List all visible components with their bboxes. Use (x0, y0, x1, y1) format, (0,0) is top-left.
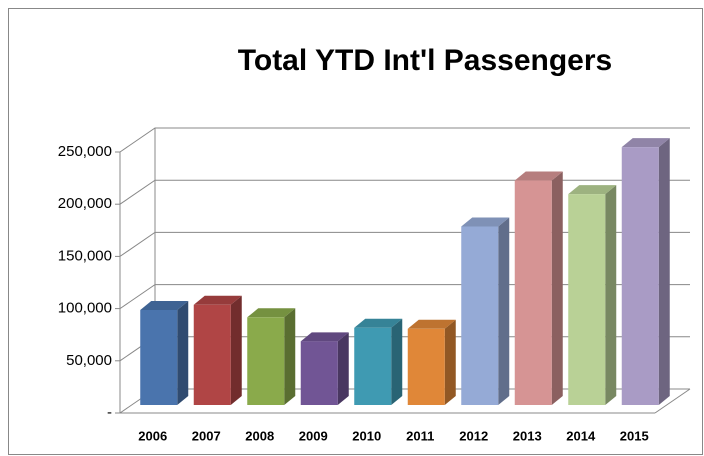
x-tick-label: 2010 (352, 428, 381, 443)
bar (514, 180, 552, 405)
bar-top (300, 332, 349, 342)
grid-line (119, 231, 690, 257)
x-tick-label: 2007 (192, 428, 221, 443)
bar (247, 317, 285, 405)
y-tick-label: 250,000 (58, 143, 112, 160)
bar-side (444, 319, 456, 405)
grid-line (119, 127, 690, 153)
x-tick-label: 2011 (406, 428, 434, 443)
bar (193, 304, 231, 405)
bar-top (461, 217, 510, 227)
bar (300, 341, 338, 405)
x-tick-label: 2009 (299, 428, 328, 443)
grid-line (119, 284, 690, 310)
y-tick-label: 150,000 (58, 247, 112, 264)
bar-top (193, 295, 242, 305)
bar-side (177, 300, 189, 405)
bar-top (247, 308, 296, 318)
bar (354, 327, 392, 405)
bar-side (284, 308, 296, 405)
bar (621, 147, 659, 405)
bar-side (337, 332, 349, 405)
bar-side (551, 171, 563, 405)
y-tick-label: 50,000 (66, 352, 112, 369)
x-tick-label: 2006 (138, 428, 167, 443)
bar (140, 309, 178, 405)
y-tick-label: 200,000 (58, 195, 112, 212)
bar-top (354, 318, 403, 328)
y-tick-label: - (107, 404, 112, 421)
floor-right (654, 388, 691, 414)
bar-side (230, 295, 242, 405)
bar-side (658, 138, 670, 405)
bar-top (568, 185, 617, 195)
x-tick-label: 2008 (245, 428, 274, 443)
chart-title: Total YTD Int'l Passengers (238, 44, 612, 77)
x-tick-label: 2012 (459, 428, 488, 443)
bar (407, 328, 445, 405)
bar-top (407, 319, 456, 329)
bar-side (605, 185, 617, 405)
x-tick-label: 2013 (513, 428, 542, 443)
bar-top (140, 300, 189, 310)
x-tick-label: 2015 (620, 428, 649, 443)
bar-side (391, 318, 403, 405)
y-tick-label: 100,000 (58, 300, 112, 317)
bar (568, 194, 606, 405)
bar (461, 226, 499, 405)
bar-top (621, 138, 670, 148)
grid-line (119, 179, 690, 205)
x-tick-label: 2014 (566, 428, 596, 443)
bar-side (498, 217, 510, 405)
bar-top (514, 171, 563, 181)
